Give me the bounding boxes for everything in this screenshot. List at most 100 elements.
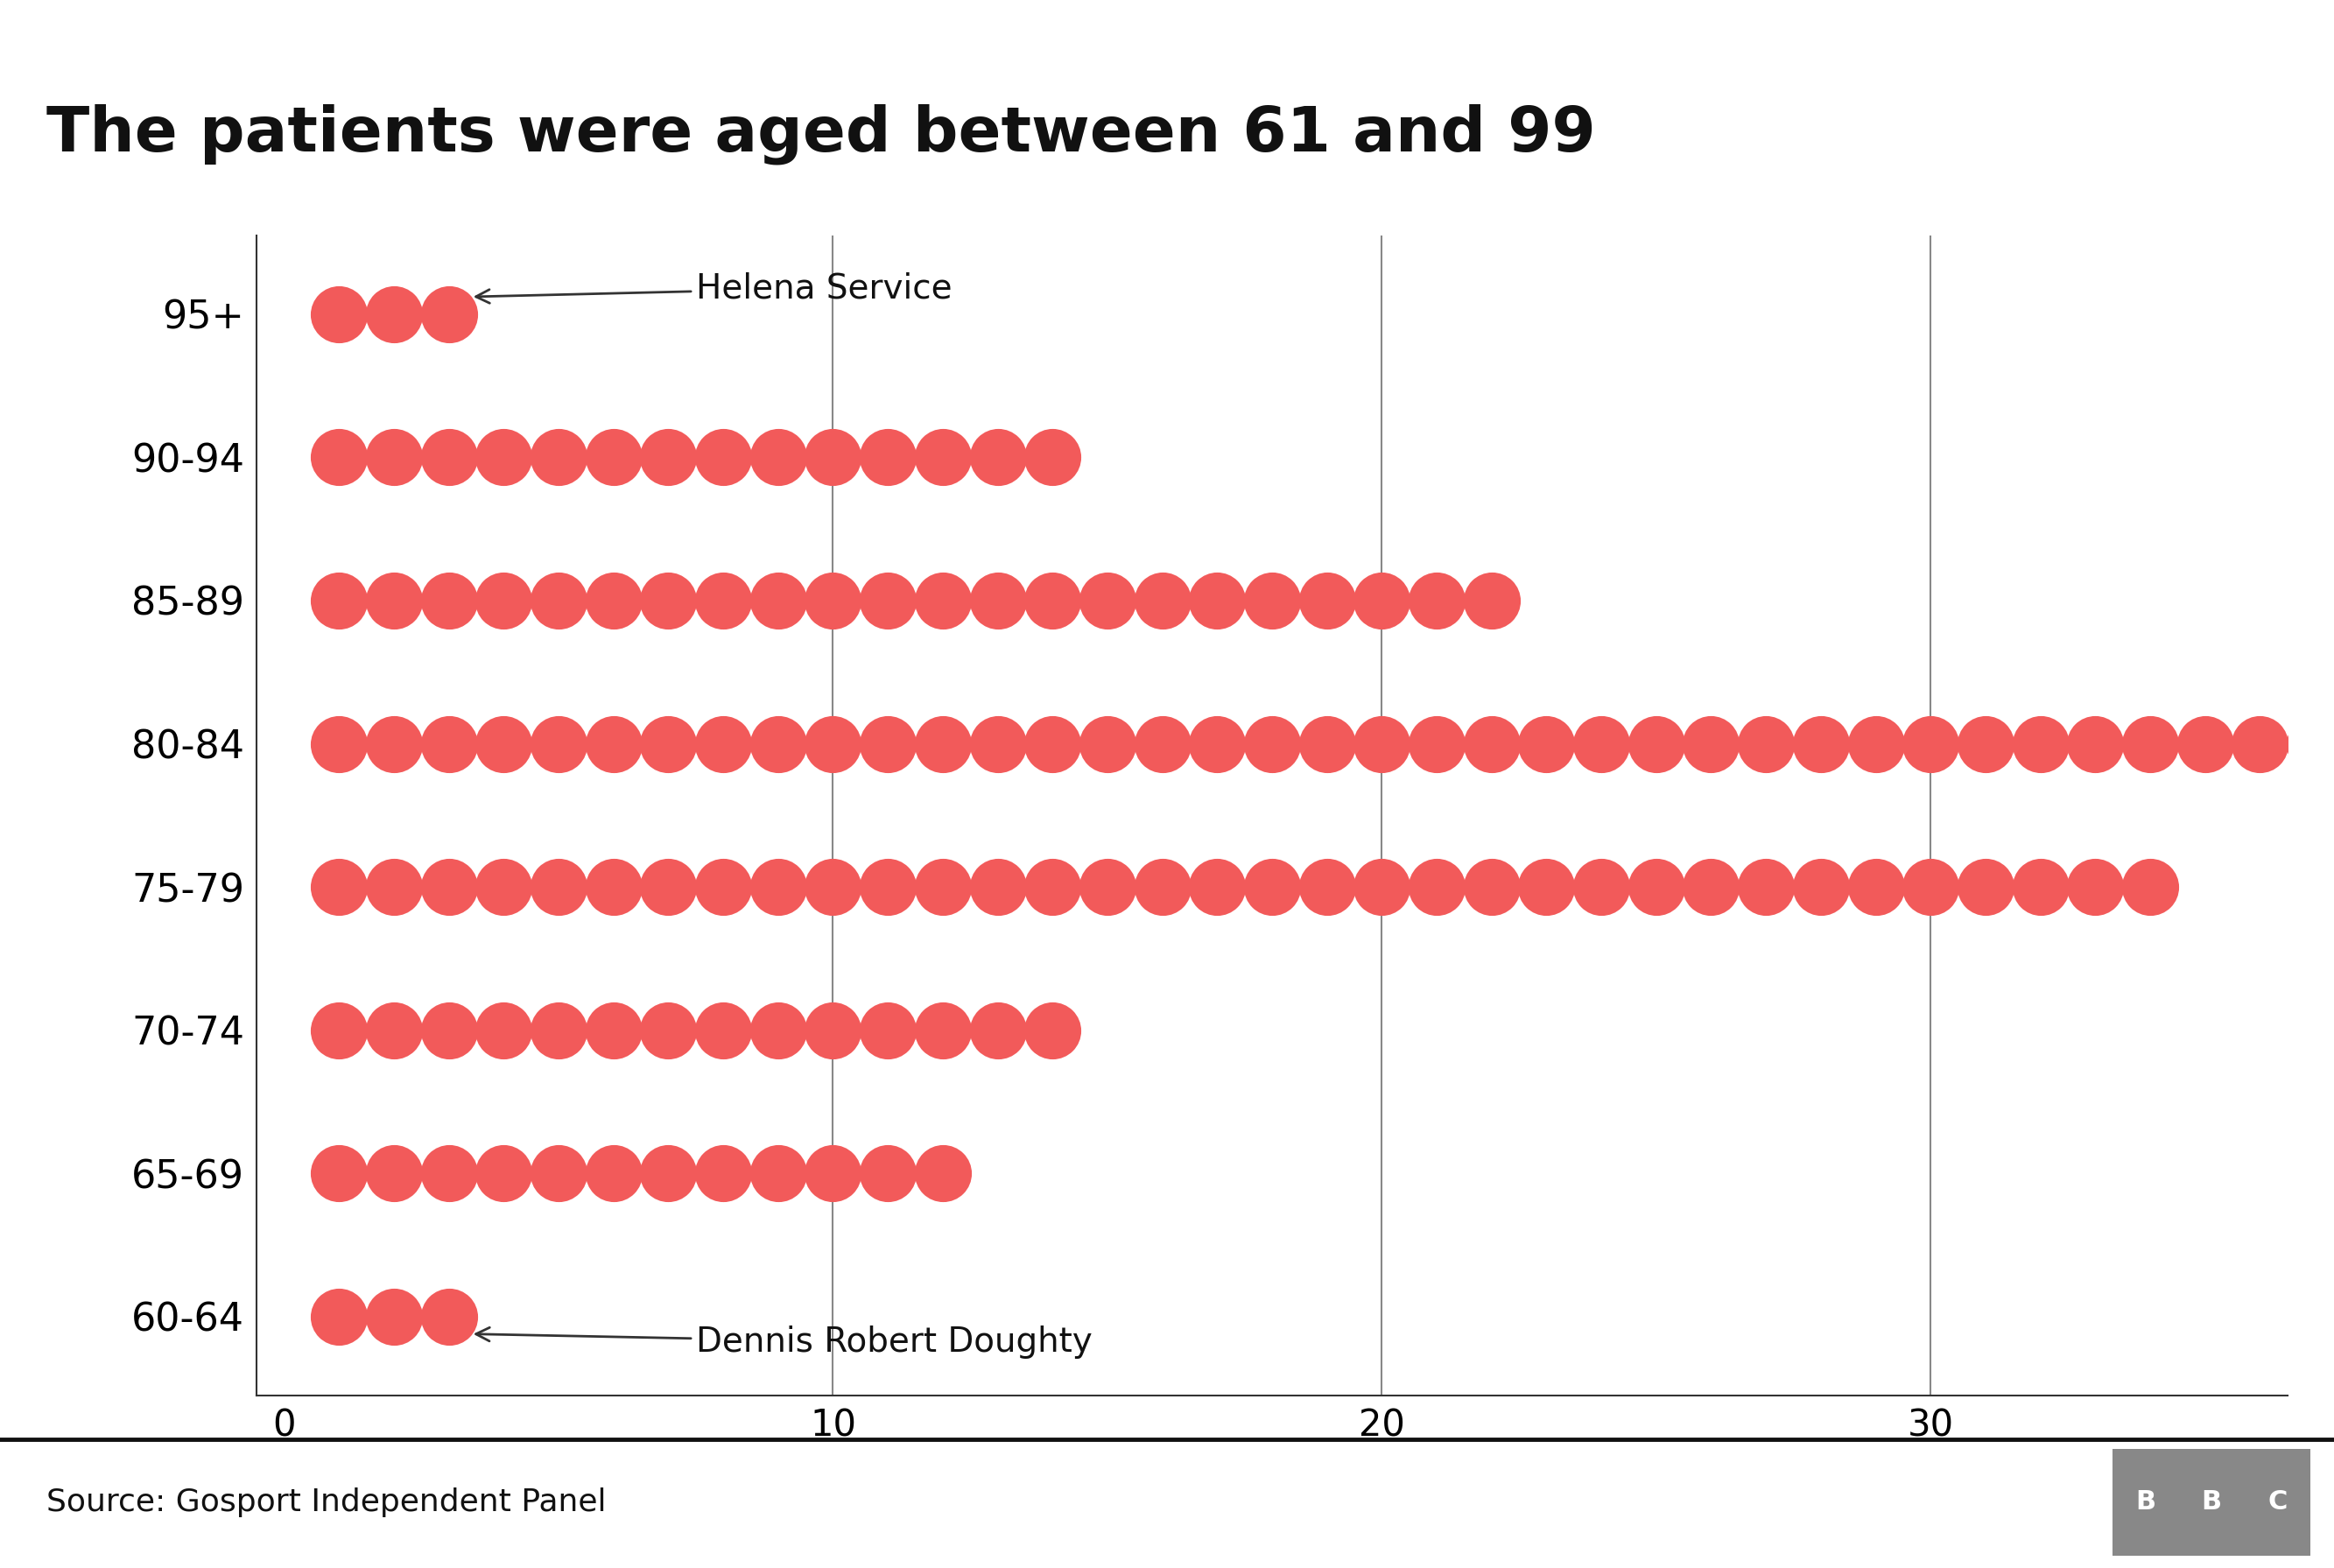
Point: [429, 731, 467, 756]
Point: [539, 445, 576, 470]
Point: [485, 731, 523, 756]
Point: [1253, 875, 1291, 900]
Point: [1253, 588, 1291, 613]
Point: [815, 1160, 852, 1185]
Point: [1858, 875, 1895, 900]
Point: [868, 731, 906, 756]
Point: [649, 875, 686, 900]
Point: [1363, 875, 1400, 900]
Point: [429, 588, 467, 613]
Point: [649, 1018, 686, 1043]
Point: [320, 875, 357, 900]
Point: [1858, 731, 1895, 756]
Point: [485, 1018, 523, 1043]
Point: [1968, 731, 2005, 756]
Bar: [2245, 1449, 2311, 1555]
Point: [376, 1305, 413, 1330]
Point: [868, 445, 906, 470]
Point: [1912, 875, 1949, 900]
Point: [924, 875, 962, 900]
Point: [320, 1305, 357, 1330]
Point: [1419, 731, 1456, 756]
Point: [376, 445, 413, 470]
Point: [2021, 875, 2059, 900]
Point: [978, 588, 1015, 613]
Point: [595, 1160, 633, 1185]
Point: [1638, 875, 1676, 900]
Point: [320, 1160, 357, 1185]
Point: [759, 445, 796, 470]
Point: [705, 1160, 742, 1185]
Point: [1144, 588, 1181, 613]
Point: [924, 731, 962, 756]
Point: [595, 1018, 633, 1043]
Bar: [2178, 1449, 2245, 1555]
Point: [1419, 588, 1456, 613]
Point: [759, 1018, 796, 1043]
Point: [705, 731, 742, 756]
Point: [2021, 731, 2059, 756]
Point: [1309, 731, 1347, 756]
Point: [595, 588, 633, 613]
Point: [1197, 875, 1235, 900]
Point: [1529, 731, 1566, 756]
Point: [485, 588, 523, 613]
Point: [376, 301, 413, 326]
Point: [2187, 731, 2224, 756]
Point: [978, 875, 1015, 900]
Point: [1473, 731, 1510, 756]
Point: [595, 445, 633, 470]
Point: [376, 731, 413, 756]
Point: [1034, 875, 1071, 900]
Point: [815, 1018, 852, 1043]
Point: [1582, 875, 1620, 900]
Point: [2077, 875, 2115, 900]
Point: [1638, 731, 1676, 756]
Point: [924, 1160, 962, 1185]
Text: Dennis Robert Doughty: Dennis Robert Doughty: [476, 1327, 1092, 1359]
Point: [1748, 875, 1786, 900]
Point: [539, 875, 576, 900]
Point: [924, 445, 962, 470]
Point: [1802, 875, 1839, 900]
Point: [1968, 875, 2005, 900]
Point: [815, 445, 852, 470]
Point: [1692, 731, 1729, 756]
Point: [759, 731, 796, 756]
Point: [1309, 588, 1347, 613]
Point: [1473, 588, 1510, 613]
Point: [2297, 731, 2334, 756]
Point: [868, 1018, 906, 1043]
Point: [1088, 731, 1125, 756]
Point: [376, 1018, 413, 1043]
Point: [1088, 875, 1125, 900]
Point: [759, 875, 796, 900]
Text: Helena Service: Helena Service: [476, 271, 952, 304]
Point: [320, 731, 357, 756]
Point: [376, 1160, 413, 1185]
Point: [705, 1018, 742, 1043]
Point: [2241, 731, 2278, 756]
Text: B: B: [2201, 1490, 2222, 1515]
Point: [539, 1160, 576, 1185]
Point: [485, 875, 523, 900]
Point: [649, 588, 686, 613]
Bar: [2112, 1449, 2178, 1555]
Point: [429, 875, 467, 900]
Text: B: B: [2136, 1490, 2157, 1515]
Point: [320, 588, 357, 613]
Point: [320, 1018, 357, 1043]
Point: [1529, 875, 1566, 900]
Point: [868, 588, 906, 613]
Text: Source: Gosport Independent Panel: Source: Gosport Independent Panel: [47, 1488, 607, 1516]
Point: [759, 588, 796, 613]
Point: [595, 731, 633, 756]
Point: [429, 445, 467, 470]
Point: [868, 875, 906, 900]
Point: [320, 301, 357, 326]
Point: [1144, 875, 1181, 900]
Point: [705, 875, 742, 900]
Point: [2077, 731, 2115, 756]
Point: [1197, 731, 1235, 756]
Point: [649, 731, 686, 756]
